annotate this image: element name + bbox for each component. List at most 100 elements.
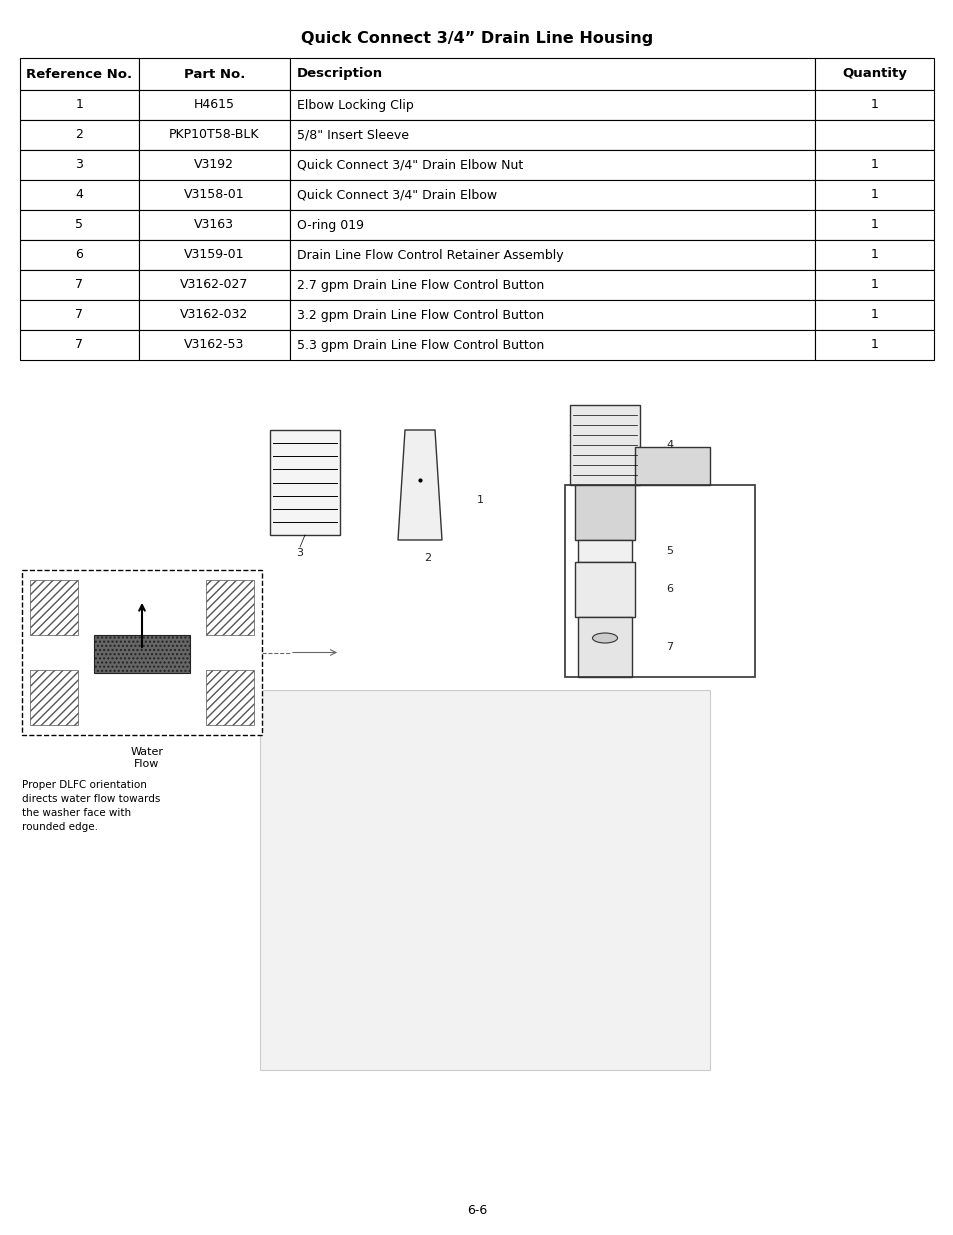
Bar: [578, 618, 631, 677]
Text: 5.3 gpm Drain Line Flow Control Button: 5.3 gpm Drain Line Flow Control Button: [296, 338, 543, 352]
Polygon shape: [397, 430, 441, 540]
Bar: [20, 270, 139, 300]
Bar: [139, 330, 290, 359]
Bar: [139, 270, 290, 300]
Bar: [206, 580, 253, 635]
Text: 7: 7: [75, 309, 83, 321]
Bar: [814, 210, 933, 240]
Text: 4: 4: [666, 440, 673, 450]
Bar: [20, 180, 139, 210]
Text: V3158-01: V3158-01: [184, 189, 244, 201]
Text: 1: 1: [870, 189, 878, 201]
Text: V3162-027: V3162-027: [180, 279, 248, 291]
Bar: [814, 270, 933, 300]
Bar: [564, 485, 754, 677]
Text: Quick Connect 3/4" Drain Elbow Nut: Quick Connect 3/4" Drain Elbow Nut: [296, 158, 522, 172]
Bar: [139, 90, 290, 120]
Text: 1: 1: [870, 338, 878, 352]
Bar: [569, 405, 639, 485]
Text: 1: 1: [870, 248, 878, 262]
Bar: [139, 120, 290, 149]
Text: 5/8" Insert Sleeve: 5/8" Insert Sleeve: [296, 128, 408, 142]
Text: Part No.: Part No.: [183, 68, 245, 80]
Bar: [814, 330, 933, 359]
Text: 5: 5: [75, 219, 83, 231]
Bar: [575, 562, 635, 618]
Bar: [814, 300, 933, 330]
Bar: [20, 90, 139, 120]
Bar: [290, 300, 814, 330]
Bar: [30, 580, 78, 635]
Text: 6-6: 6-6: [466, 1203, 487, 1216]
Text: 1: 1: [870, 279, 878, 291]
Bar: [290, 210, 814, 240]
Text: O-ring 019: O-ring 019: [296, 219, 363, 231]
Text: 2.7 gpm Drain Line Flow Control Button: 2.7 gpm Drain Line Flow Control Button: [296, 279, 543, 291]
Text: 7: 7: [75, 279, 83, 291]
Bar: [139, 300, 290, 330]
Text: 3: 3: [296, 548, 303, 558]
Bar: [290, 90, 814, 120]
Text: V3162-032: V3162-032: [180, 309, 248, 321]
Text: 1: 1: [870, 99, 878, 111]
Bar: [20, 300, 139, 330]
Bar: [139, 149, 290, 180]
Bar: [814, 120, 933, 149]
Bar: [635, 447, 709, 485]
Text: Quick Connect 3/4" Drain Elbow: Quick Connect 3/4" Drain Elbow: [296, 189, 497, 201]
Bar: [814, 58, 933, 90]
Text: 7: 7: [666, 642, 673, 652]
Bar: [290, 270, 814, 300]
Bar: [206, 671, 253, 725]
Bar: [814, 240, 933, 270]
Ellipse shape: [592, 634, 617, 643]
Bar: [578, 540, 631, 562]
Text: 1: 1: [870, 309, 878, 321]
Text: 6: 6: [75, 248, 83, 262]
Text: 4: 4: [75, 189, 83, 201]
Bar: [814, 90, 933, 120]
Bar: [20, 210, 139, 240]
Bar: [139, 210, 290, 240]
Bar: [22, 571, 262, 735]
Bar: [290, 240, 814, 270]
Text: 1: 1: [870, 219, 878, 231]
Text: Water
Flow: Water Flow: [131, 747, 163, 768]
Text: 6: 6: [666, 584, 673, 594]
Bar: [814, 149, 933, 180]
Bar: [290, 120, 814, 149]
Text: Description: Description: [296, 68, 382, 80]
Text: V3163: V3163: [194, 219, 234, 231]
Bar: [290, 330, 814, 359]
Bar: [139, 180, 290, 210]
Text: 2: 2: [424, 553, 431, 563]
Text: 1: 1: [476, 495, 483, 505]
Text: 1: 1: [870, 158, 878, 172]
Text: Elbow Locking Clip: Elbow Locking Clip: [296, 99, 413, 111]
Bar: [94, 635, 190, 673]
Bar: [260, 690, 709, 1070]
Text: 2: 2: [75, 128, 83, 142]
Bar: [20, 149, 139, 180]
Bar: [139, 58, 290, 90]
Bar: [270, 430, 339, 535]
Bar: [290, 149, 814, 180]
Bar: [20, 330, 139, 359]
Text: 7: 7: [75, 338, 83, 352]
Text: Quick Connect 3/4” Drain Line Housing: Quick Connect 3/4” Drain Line Housing: [300, 31, 653, 46]
Bar: [139, 240, 290, 270]
Bar: [290, 180, 814, 210]
Text: V3159-01: V3159-01: [184, 248, 244, 262]
Bar: [20, 58, 139, 90]
Text: H4615: H4615: [193, 99, 234, 111]
Bar: [30, 671, 78, 725]
Text: Proper DLFC orientation
directs water flow towards
the washer face with
rounded : Proper DLFC orientation directs water fl…: [22, 781, 160, 832]
Text: V3192: V3192: [194, 158, 234, 172]
Text: 1: 1: [75, 99, 83, 111]
Text: 3.2 gpm Drain Line Flow Control Button: 3.2 gpm Drain Line Flow Control Button: [296, 309, 543, 321]
Text: Quantity: Quantity: [841, 68, 906, 80]
Bar: [575, 485, 635, 540]
Bar: [20, 240, 139, 270]
Text: V3162-53: V3162-53: [184, 338, 244, 352]
Text: PKP10T58-BLK: PKP10T58-BLK: [169, 128, 259, 142]
